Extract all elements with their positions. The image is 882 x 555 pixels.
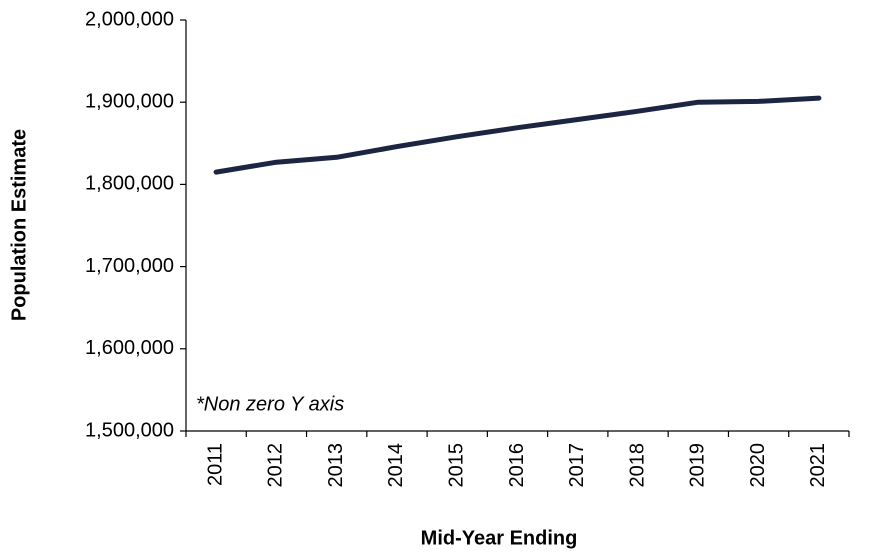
x-tick-label: 2021 — [807, 443, 829, 488]
y-tick-label: 2,000,000 — [85, 8, 174, 30]
annotation: *Non zero Y axis — [196, 393, 344, 415]
x-tick-label: 2014 — [385, 443, 407, 488]
x-tick-label: 2020 — [747, 443, 769, 488]
y-tick-label: 1,700,000 — [85, 255, 174, 277]
x-tick-label: 2015 — [446, 443, 468, 488]
y-tick-label: 1,800,000 — [85, 173, 174, 195]
y-axis-title: Population Estimate — [8, 129, 30, 321]
x-tick-label: 2017 — [566, 443, 588, 488]
x-tick-label: 2018 — [626, 443, 648, 488]
line — [213, 95, 822, 175]
x-tick-label: 2011 — [204, 443, 226, 486]
y-tick-label: 1,500,000 — [85, 419, 174, 441]
x-tick-label: 2016 — [506, 443, 528, 488]
x-axis-title: Mid-Year Ending — [421, 527, 578, 549]
y-tick-label: 1,900,000 — [85, 90, 174, 112]
y-tick-label: 1,600,000 — [85, 337, 174, 359]
x-tick-label: 2019 — [687, 443, 709, 488]
x-tick-label: 2013 — [325, 443, 347, 488]
x-tick-label: 2012 — [265, 443, 287, 488]
